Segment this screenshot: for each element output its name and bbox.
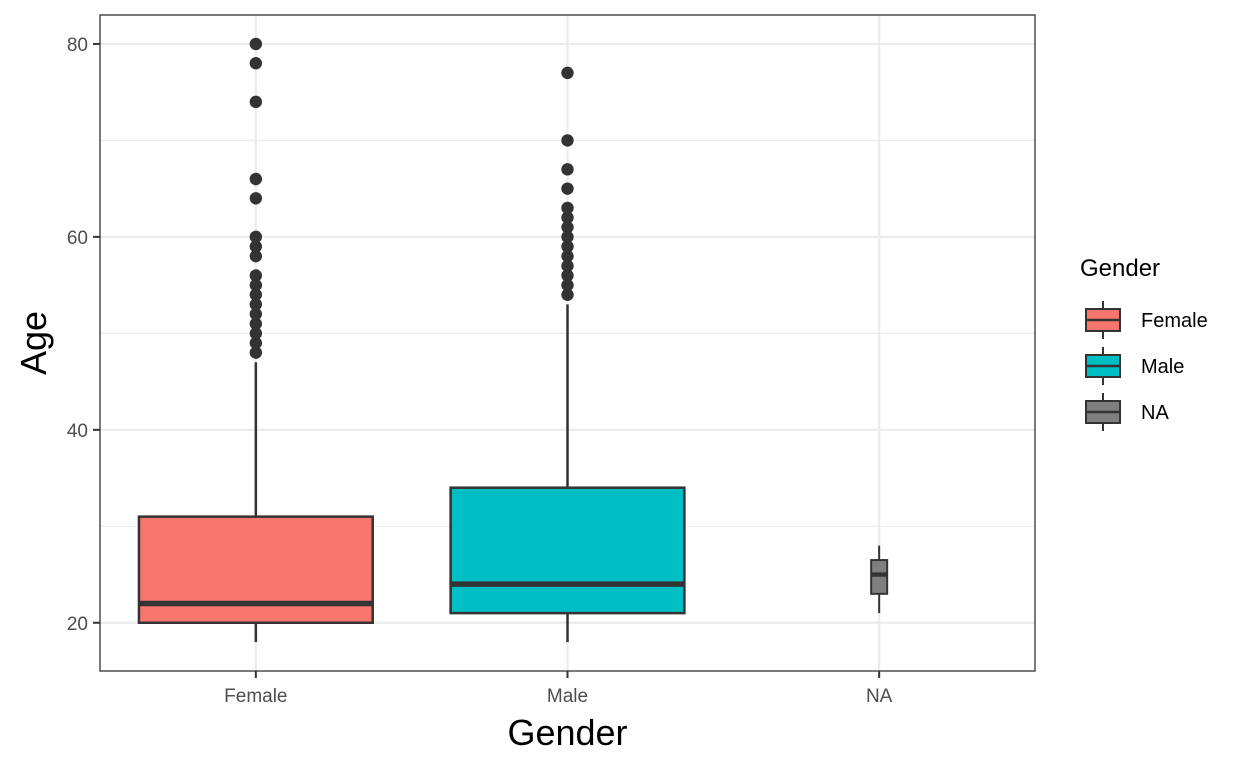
box-iqr xyxy=(137,515,374,625)
legend: Gender Female Male NA xyxy=(1080,255,1208,431)
outlier-point xyxy=(249,298,263,311)
legend-label: Male xyxy=(1141,356,1184,378)
outlier-point xyxy=(249,288,263,301)
outlier-point xyxy=(249,307,263,321)
legend-title: Gender xyxy=(1080,255,1160,282)
x-tick-label: NA xyxy=(866,686,893,707)
outlier-point xyxy=(249,230,263,244)
outlier-point xyxy=(249,172,263,186)
box-male xyxy=(449,66,686,643)
y-tick-label: 80 xyxy=(67,35,88,56)
outlier-point xyxy=(249,336,263,350)
legend-item-female: Female xyxy=(1085,301,1208,339)
x-tick-label: Female xyxy=(224,686,287,707)
legend-item-na: NA xyxy=(1085,393,1169,431)
legend-label: Female xyxy=(1141,310,1208,332)
outlier-point xyxy=(561,249,574,263)
outlier-point xyxy=(561,134,574,147)
outlier-point xyxy=(561,259,574,273)
outlier-point xyxy=(249,192,263,205)
box-na xyxy=(870,545,889,614)
outlier-point xyxy=(561,278,574,292)
outlier-point xyxy=(561,163,574,176)
x-tick-label: Male xyxy=(547,686,588,707)
legend-item-male: Male xyxy=(1085,347,1184,385)
outlier-point xyxy=(249,346,263,359)
outlier-point xyxy=(249,269,263,282)
outlier-point xyxy=(249,278,263,292)
y-tick-label: 60 xyxy=(67,228,88,249)
outlier-point xyxy=(561,288,574,301)
outlier-point xyxy=(561,221,574,234)
outlier-point xyxy=(249,37,263,51)
outlier-point xyxy=(561,269,574,282)
outlier-point xyxy=(249,327,263,340)
box-iqr xyxy=(449,486,686,615)
y-axis: 20 40 60 80 xyxy=(67,35,100,635)
outlier-point xyxy=(249,240,263,253)
x-axis-title: Gender xyxy=(507,712,627,753)
outlier-point xyxy=(249,317,263,330)
y-axis-title: Age xyxy=(13,311,54,375)
outlier-point xyxy=(561,201,574,215)
y-tick-label: 20 xyxy=(67,614,88,635)
outlier-point xyxy=(561,182,574,195)
x-axis: Female Male NA xyxy=(224,671,893,707)
box-female xyxy=(137,37,374,643)
outlier-point xyxy=(561,230,574,244)
outlier-point xyxy=(561,240,574,253)
outlier-point xyxy=(249,249,263,263)
outlier-point xyxy=(249,57,263,70)
y-tick-label: 40 xyxy=(67,421,88,442)
outlier-point xyxy=(249,95,263,109)
boxes xyxy=(137,37,889,643)
box-iqr xyxy=(870,559,889,595)
legend-label: NA xyxy=(1141,402,1169,424)
outlier-point xyxy=(561,211,574,224)
outlier-point xyxy=(561,66,574,80)
